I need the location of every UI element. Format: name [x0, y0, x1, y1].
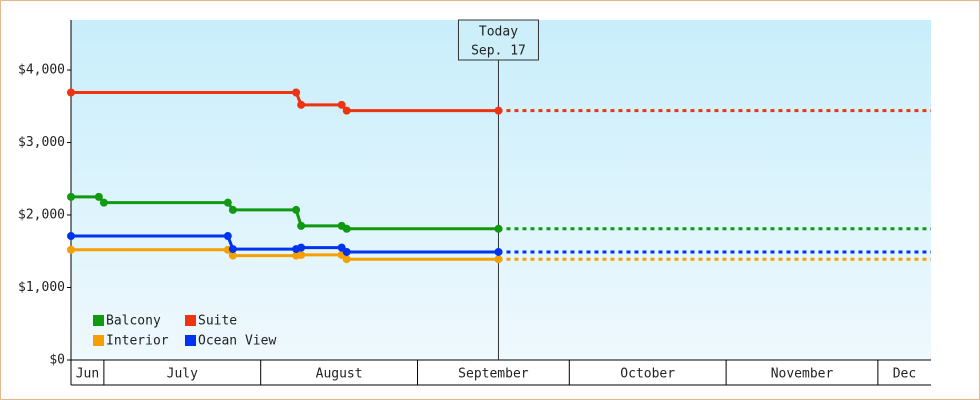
y-tick-label: $2,000: [18, 208, 65, 223]
legend-label: Balcony: [106, 314, 161, 329]
point: [297, 100, 306, 109]
point: [228, 245, 237, 254]
point: [67, 192, 75, 201]
point: [494, 255, 503, 264]
y-tick-label: $1,000: [18, 280, 65, 295]
legend-label: Ocean View: [198, 334, 276, 349]
legend-swatch: [185, 315, 196, 326]
point: [337, 100, 346, 109]
point: [342, 106, 351, 115]
series-line: [71, 90, 499, 113]
point: [297, 250, 306, 259]
legend-swatch: [93, 315, 104, 326]
month-label: September: [458, 367, 529, 382]
legend-swatch: [93, 335, 104, 346]
point: [342, 247, 351, 256]
point: [223, 232, 232, 241]
month-label: August: [316, 367, 363, 382]
y-tick-label: $0: [49, 353, 65, 368]
point: [297, 243, 306, 252]
point: [494, 247, 503, 256]
plot-area: [71, 20, 931, 360]
point: [297, 221, 306, 230]
point: [292, 205, 301, 214]
today-label: Today: [479, 25, 518, 40]
today-label: Sep. 17: [471, 44, 526, 59]
point: [99, 198, 108, 207]
point: [494, 106, 503, 115]
month-label: November: [771, 367, 834, 382]
point: [67, 88, 75, 97]
point: [292, 88, 301, 97]
month-label: July: [167, 367, 198, 382]
y-tick-label: $4,000: [18, 63, 65, 78]
point: [94, 192, 103, 201]
today-box: [457, 19, 539, 61]
point: [228, 205, 237, 214]
month-label: Dec: [893, 367, 916, 382]
point: [342, 224, 351, 233]
point: [223, 198, 232, 207]
legend-label: Suite: [198, 314, 237, 329]
point: [228, 251, 237, 260]
legend-swatch: [185, 335, 196, 346]
month-label: Jun: [76, 367, 99, 382]
legend-label: Interior: [106, 334, 169, 349]
month-label: October: [620, 367, 675, 382]
y-tick-label: $3,000: [18, 135, 65, 150]
point: [67, 232, 75, 241]
point: [494, 224, 503, 233]
point: [67, 245, 75, 254]
point: [342, 255, 351, 264]
